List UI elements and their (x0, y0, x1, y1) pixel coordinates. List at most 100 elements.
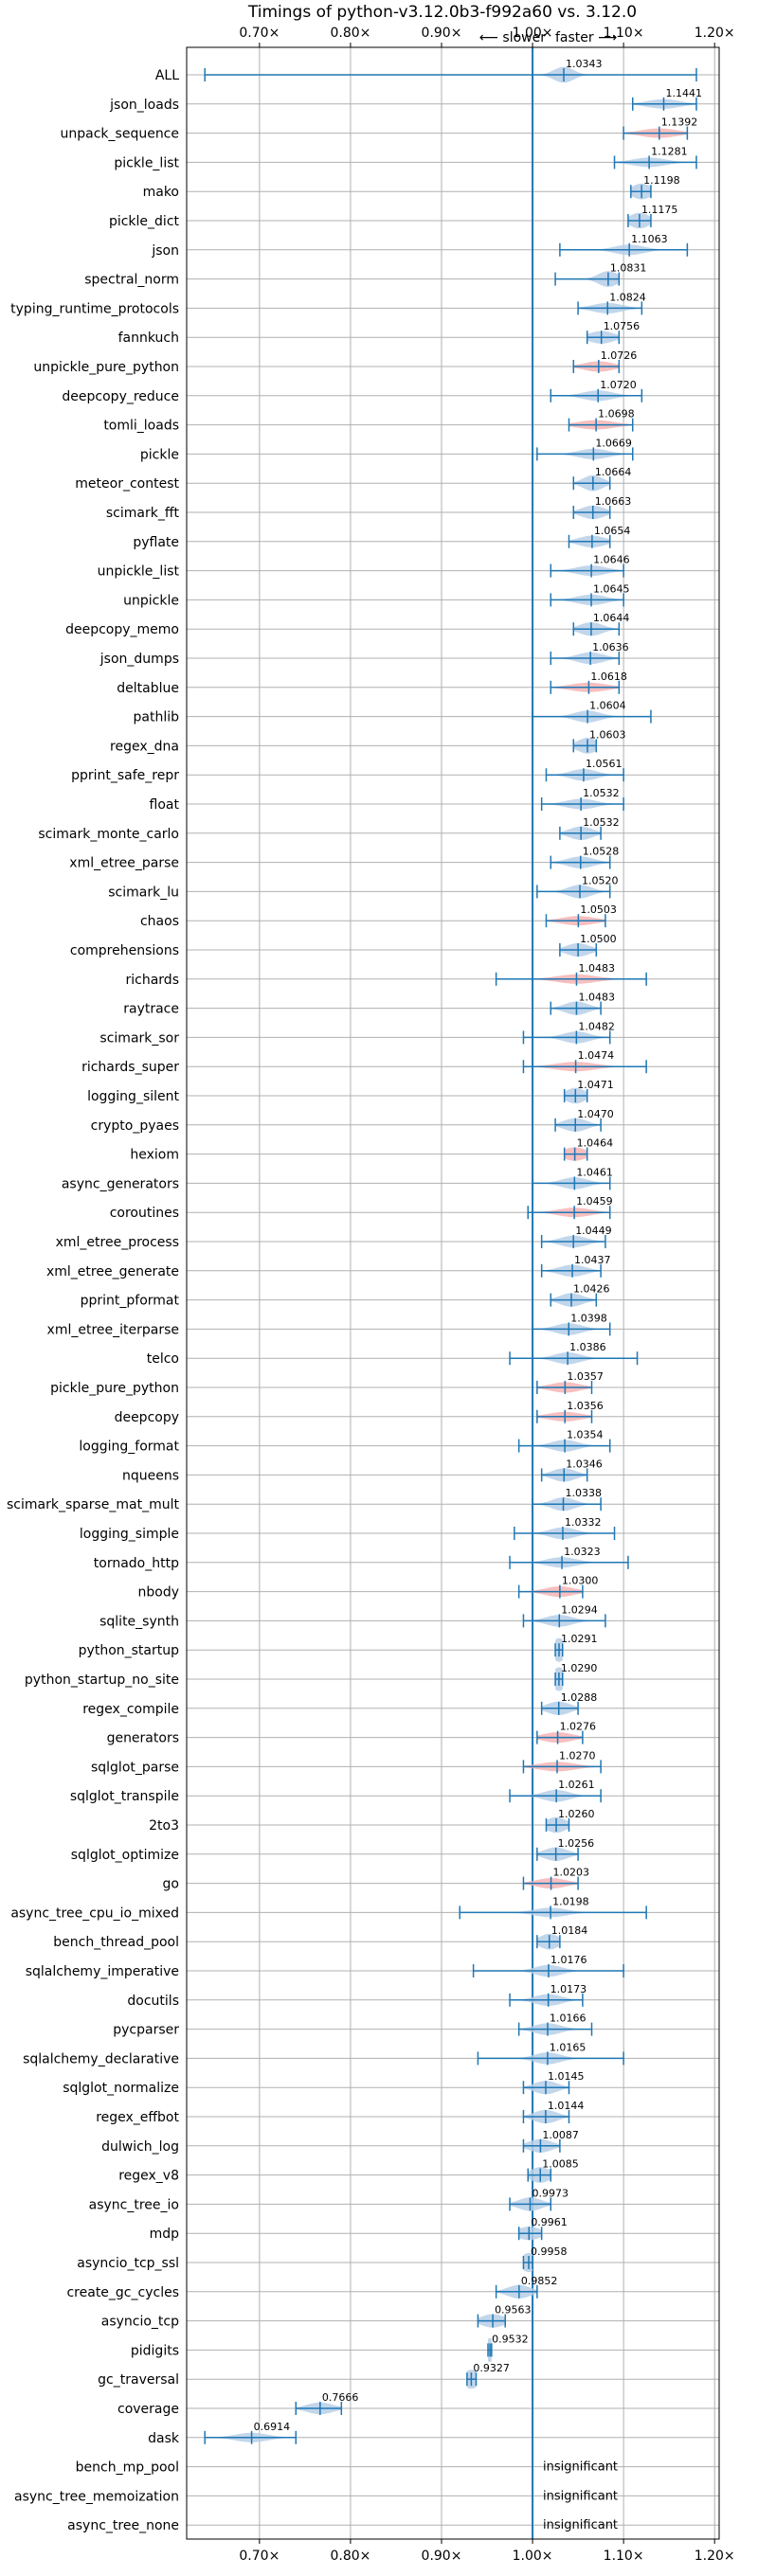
value-label: 1.0461 (576, 1166, 613, 1178)
value-label: 1.0294 (561, 1603, 598, 1616)
value-label: 1.0644 (593, 612, 630, 624)
x-tick-label-top: 0.70× (239, 26, 280, 41)
benchmark-row: coroutines 1.0459 (110, 1195, 613, 1221)
value-label: 1.0198 (552, 1895, 589, 1907)
benchmark-row: regex_effbot 1.0144 (96, 2100, 584, 2125)
benchmark-label: sqlglot_transpile (70, 1789, 179, 1804)
benchmark-row: richards 1.0483 (126, 962, 647, 988)
benchmark-row: sqlalchemy_declarative 1.0165 (23, 2041, 624, 2066)
value-label: 1.1392 (661, 116, 698, 129)
value-label: 1.0261 (558, 1779, 595, 1791)
benchmark-label: sqlalchemy_imperative (26, 1964, 179, 1979)
benchmark-row: pyflate 1.0654 (133, 525, 630, 550)
benchmark-label: xml_etree_process (56, 1235, 179, 1250)
benchmark-row: pprint_safe_repr 1.0561 (71, 758, 624, 783)
value-label: 1.0618 (590, 671, 627, 683)
benchmark-label: json_dumps (99, 652, 179, 667)
benchmark-row: spectral_norm 1.0831 (84, 262, 646, 288)
benchmark-label: gc_traversal (98, 2372, 179, 2388)
value-label: 1.0663 (595, 495, 632, 508)
value-label: 1.0449 (575, 1225, 612, 1237)
benchmark-row: nbody 1.0300 (138, 1575, 599, 1601)
benchmark-label: comprehensions (70, 943, 179, 958)
benchmark-label: json (151, 243, 179, 259)
benchmark-row: sqlglot_normalize 1.0145 (63, 2070, 584, 2096)
benchmark-label: ALL (155, 68, 179, 83)
benchmark-label: chaos (140, 914, 179, 929)
plot-frame (186, 46, 720, 2540)
benchmark-label: pickle (140, 447, 179, 462)
value-label: 1.0270 (559, 1749, 596, 1762)
benchmark-row: regex_dna 1.0603 (110, 728, 625, 754)
benchmark-row: sqlalchemy_imperative 1.0176 (26, 1954, 624, 1979)
value-label: 1.0357 (567, 1370, 604, 1383)
value-label: 1.0354 (567, 1429, 604, 1441)
benchmark-row: pprint_pformat 1.0426 (81, 1283, 610, 1309)
value-label: 1.0483 (578, 962, 615, 975)
benchmark-row: pickle 1.0669 (140, 437, 634, 462)
grid (187, 47, 719, 2539)
benchmark-label: asyncio_tcp (101, 2315, 179, 2330)
value-label: 1.0386 (569, 1341, 606, 1353)
benchmark-label: deepcopy_reduce (62, 389, 179, 404)
value-label: 1.0145 (548, 2070, 585, 2083)
benchmark-row: logging_silent 1.0471 (87, 1079, 614, 1104)
benchmark-row: logging_format 1.0354 (79, 1429, 611, 1455)
value-label: 0.9327 (473, 2362, 510, 2374)
benchmark-label: deltablue (117, 681, 179, 696)
value-label: 1.0470 (577, 1108, 614, 1120)
value-label: 0.9958 (531, 2245, 568, 2258)
value-label: 1.0824 (609, 291, 646, 303)
benchmark-row: scimark_monte_carlo 1.0532 (38, 816, 619, 842)
benchmark-label: tornado_http (94, 1556, 179, 1571)
benchmark-label: xml_etree_iterparse (47, 1322, 179, 1337)
benchmark-label: scimark_sor (99, 1030, 179, 1046)
benchmark-row: json_dumps 1.0636 (99, 641, 629, 667)
benchmark-row: pickle_pure_python 1.0357 (50, 1370, 604, 1396)
value-label: 1.0636 (592, 641, 629, 653)
benchmark-row: async_tree_memoization insignificant (14, 2489, 618, 2504)
benchmark-row: unpack_sequence 1.1392 (61, 116, 698, 142)
benchmark-row: scimark_sparse_mat_mult 1.0338 (7, 1487, 602, 1512)
value-label: 0.9852 (521, 2275, 558, 2287)
benchmark-row: sqlglot_parse 1.0270 (91, 1749, 602, 1775)
value-label: 1.0338 (566, 1487, 603, 1499)
value-label: 0.9563 (495, 2304, 532, 2317)
benchmark-label: async_generators (62, 1176, 179, 1191)
benchmark-row: pidigits 0.9532 (131, 2333, 529, 2362)
benchmark-label: logging_simple (80, 1527, 179, 1542)
benchmark-row: scimark_fft 1.0663 (106, 495, 631, 521)
benchmark-label: asyncio_tcp_ssl (77, 2256, 179, 2271)
benchmark-label: spectral_norm (84, 273, 179, 288)
value-label: 1.0532 (583, 787, 620, 799)
benchmark-label: dulwich_log (101, 2139, 179, 2155)
chart-title: Timings of python-v3.12.0b3-f992a60 vs. … (247, 3, 637, 22)
benchmark-label: mdp (150, 2227, 180, 2242)
benchmark-label: richards (126, 973, 180, 988)
benchmark-row: float 1.0532 (150, 787, 624, 813)
x-tick-label-bottom: 1.20× (695, 2549, 735, 2564)
benchmark-row: chaos 1.0503 (140, 903, 617, 929)
benchmark-row: sqlglot_transpile 1.0261 (70, 1779, 602, 1804)
benchmark-label: pidigits (131, 2343, 179, 2358)
benchmark-label: bench_thread_pool (53, 1935, 179, 1950)
x-tick-label-top: 0.80× (330, 26, 370, 41)
benchmark-label: telco (147, 1351, 179, 1367)
benchmark-label: crypto_pyaes (91, 1118, 179, 1134)
benchmark-row: deepcopy_reduce 1.0720 (62, 379, 643, 404)
benchmark-row: mako 1.1198 (143, 174, 680, 200)
benchmark-row: pycparser 1.0166 (113, 2012, 593, 2038)
benchmark-row: unpickle 1.0645 (123, 582, 629, 608)
value-label: 1.0343 (566, 58, 603, 70)
x-tick-label-bottom: 0.80× (330, 2549, 370, 2564)
benchmark-row: json_loads 1.1441 (109, 87, 702, 113)
benchmark-row: telco 1.0386 (147, 1341, 639, 1367)
benchmark-label: dask (148, 2431, 180, 2446)
benchmark-label: tomli_loads (103, 419, 179, 434)
benchmark-row: typing_runtime_protocols 1.0824 (10, 291, 646, 316)
benchmark-label: scimark_lu (108, 885, 179, 900)
value-label: 1.0698 (598, 408, 635, 420)
benchmark-row: asyncio_tcp_ssl 0.9958 (77, 2245, 568, 2272)
benchmark-label: go (163, 1877, 179, 1892)
